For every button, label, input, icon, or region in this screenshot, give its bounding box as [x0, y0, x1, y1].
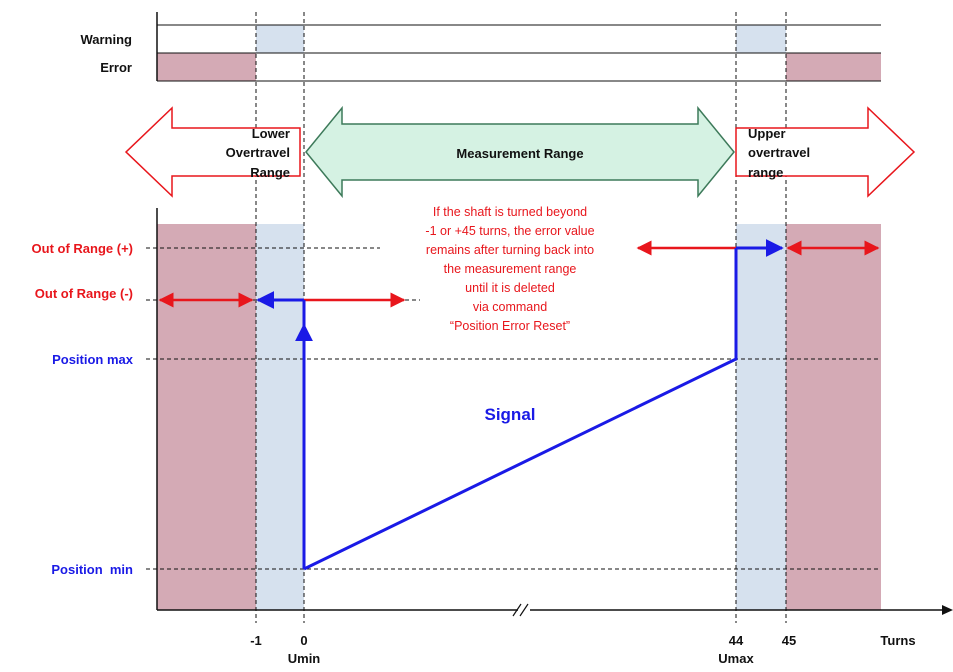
upper-overtravel-arrow: [735, 106, 916, 198]
tick-44: 44: [729, 633, 744, 648]
note-line-1: If the shaft is turned beyond: [433, 205, 587, 219]
lower-error-band: [157, 224, 256, 610]
note-line-2: -1 or +45 turns, the error value: [425, 224, 594, 238]
signal-trace: [256, 239, 784, 571]
upper-range-line1: Upper: [748, 126, 786, 141]
axis-break-2: [519, 603, 529, 617]
warning-label: Warning: [80, 32, 132, 47]
axes: [156, 208, 953, 617]
x-axis-labels: -1 0 44 45 Umin Umax Turns: [250, 633, 915, 666]
turns-label: Turns: [880, 633, 915, 648]
note-line-5: until it is deleted: [465, 281, 555, 295]
umax-label: Umax: [718, 651, 754, 666]
measurement-range-arrow: [305, 105, 735, 199]
out-of-range-minus-label: Out of Range (-): [35, 286, 133, 301]
explanation-note: If the shaft is turned beyond -1 or +45 …: [425, 205, 594, 333]
upper-range-line2: overtravel: [748, 145, 810, 160]
x-axis-arrowhead: [942, 605, 953, 615]
tick-minus1: -1: [250, 633, 262, 648]
error-lower-cell: [157, 53, 256, 81]
out-of-range-arrows: [158, 240, 880, 308]
upper-warning-band: [736, 224, 786, 610]
warning-upper-cell: [736, 25, 786, 53]
tick-45: 45: [782, 633, 796, 648]
out-of-range-plus-label: Out of Range (+): [32, 241, 133, 256]
y-labels: Out of Range (+) Out of Range (-) Positi…: [32, 241, 134, 577]
note-line-7: “Position Error Reset”: [450, 319, 570, 333]
lower-range-line1: Lower: [252, 126, 290, 141]
signal-label: Signal: [484, 405, 535, 424]
error-upper-cell: [786, 53, 881, 81]
lower-warning-band: [256, 224, 304, 610]
lower-range-line2: Overtravel: [226, 145, 290, 160]
warning-lower-cell: [256, 25, 304, 53]
position-max-label: Position max: [52, 352, 134, 367]
range-arrows: Lower Overtravel Range Measurement Range…: [124, 105, 916, 199]
tick-0: 0: [300, 633, 307, 648]
signal-main-line: [303, 248, 738, 571]
measurement-range-label: Measurement Range: [456, 146, 583, 161]
error-label: Error: [100, 60, 132, 75]
vertical-guides: [255, 12, 787, 623]
upper-error-band: [786, 224, 881, 610]
umin-label: Umin: [288, 651, 321, 666]
note-line-6: via command: [473, 300, 547, 314]
lower-range-line3: Range: [250, 165, 290, 180]
position-min-label: Position min: [51, 562, 133, 577]
status-rows: Warning Error: [80, 12, 881, 82]
note-line-3: remains after turning back into: [426, 243, 594, 257]
upper-range-line3: range: [748, 165, 783, 180]
note-line-4: the measurement range: [444, 262, 577, 276]
lower-overtravel-arrow: [124, 106, 301, 198]
axis-break-1: [512, 603, 522, 617]
plot-bands: [157, 224, 881, 610]
